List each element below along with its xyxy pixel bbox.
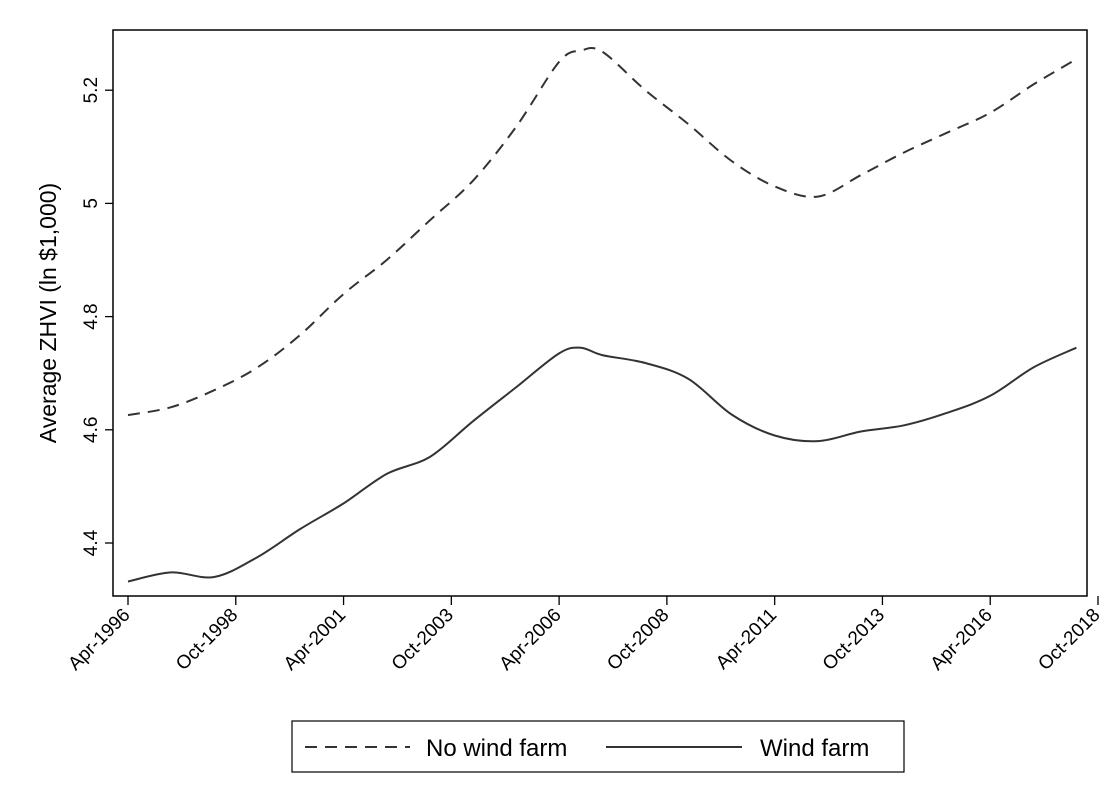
plot-frame (112, 29, 1088, 597)
y-axis: 4.4 4.6 4.8 5 5.2 (81, 77, 113, 556)
x-axis: Apr-1996 Oct-1998 Apr-2001 Oct-2003 Apr-2006… (64, 596, 1105, 675)
y-axis-title: Average ZHVI (ln $1,000) (35, 183, 61, 443)
x-tick-label: Oct-1998 (172, 605, 242, 675)
y-tick-label: 5 (81, 198, 102, 209)
legend-label-0: No wind farm (426, 735, 567, 762)
x-tick-label: Oct-2003 (388, 605, 458, 675)
x-tick-label: Apr-1996 (64, 605, 134, 675)
series-line-0 (127, 47, 1077, 417)
legend-label-1: Wind farm (760, 735, 869, 762)
y-tick-label: 4.4 (81, 529, 102, 556)
y-tick-label: 4.6 (81, 417, 102, 443)
series-line-1 (127, 346, 1077, 583)
y-tick-label: 5.2 (81, 77, 102, 103)
y-tick-label: 4.8 (81, 303, 102, 329)
x-tick-label: Oct-2013 (819, 605, 889, 675)
series-layer (127, 47, 1077, 583)
x-tick-label: Apr-2006 (496, 605, 566, 675)
x-tick-label: Apr-2011 (712, 605, 781, 674)
x-tick-label: Apr-2016 (927, 605, 997, 675)
legend: No wind farm Wind farm (305, 735, 869, 762)
x-tick-label: Oct-2018 (1034, 605, 1104, 675)
x-tick-label: Apr-2001 (280, 605, 350, 675)
x-tick-label: Oct-2008 (603, 605, 673, 675)
